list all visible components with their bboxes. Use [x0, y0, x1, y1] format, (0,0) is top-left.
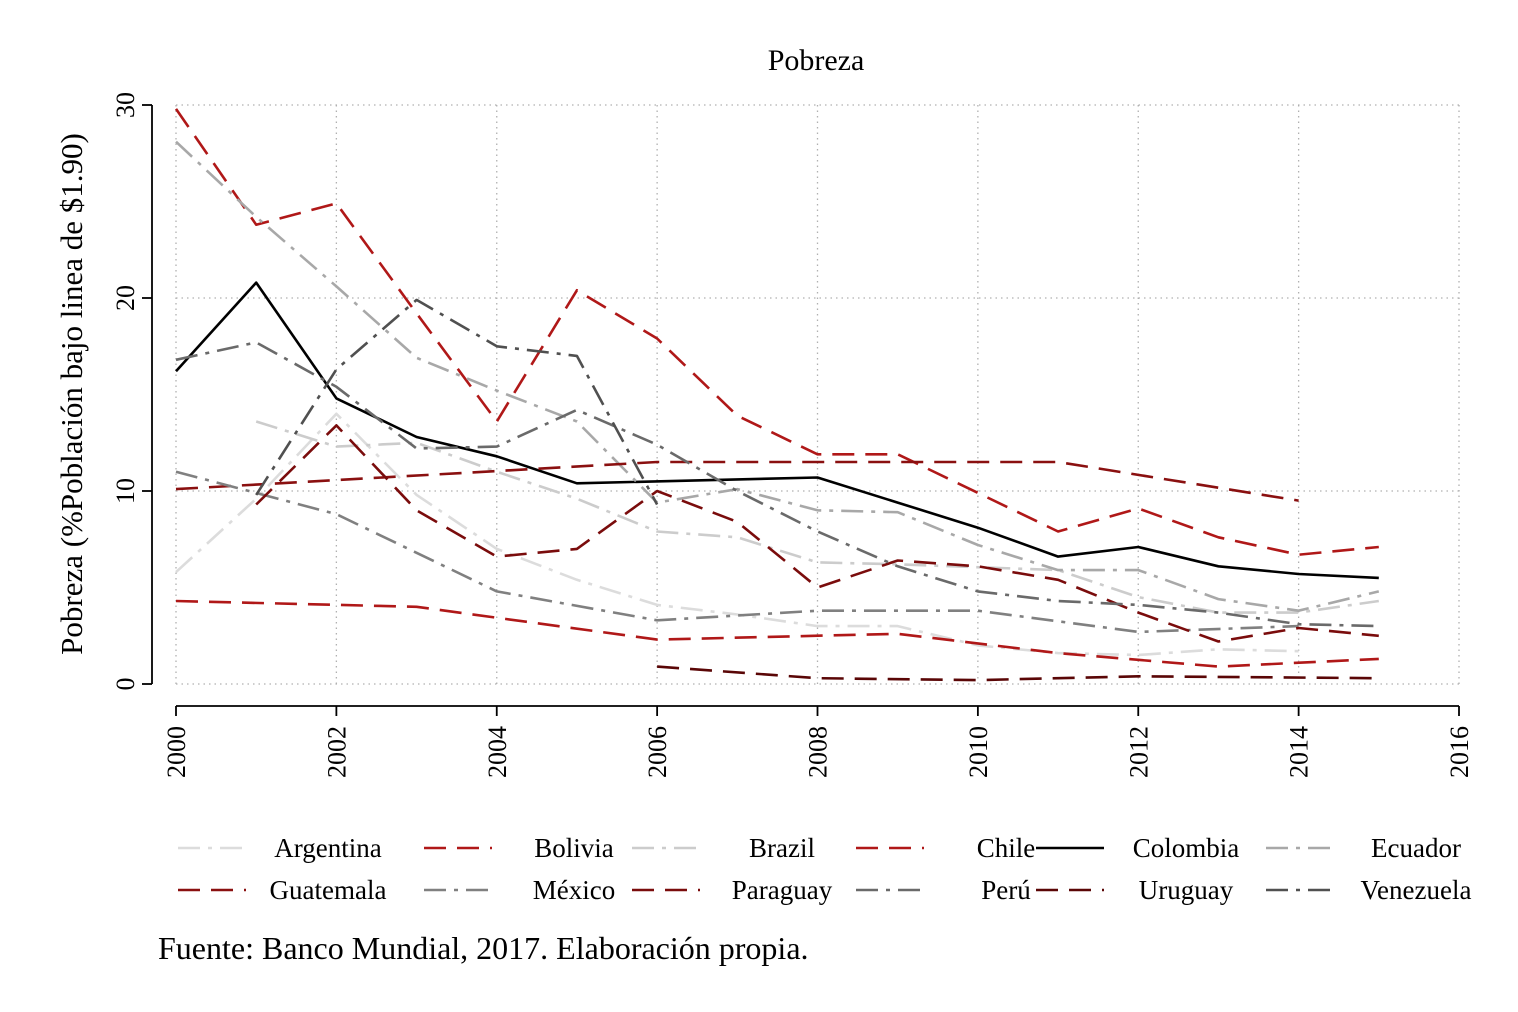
x-tick-label: 2000	[162, 726, 191, 778]
legend-label-guatemala: Guatemala	[270, 875, 387, 905]
y-axis-label: Pobreza (%Población bajo linea de $1.90)	[54, 133, 89, 655]
x-tick-label: 2002	[322, 726, 351, 778]
legend-label-paraguay: Paraguay	[732, 875, 833, 905]
x-tick-label: 2012	[1124, 726, 1153, 778]
x-tick-label: 2006	[643, 726, 672, 778]
x-tick-label: 2004	[483, 726, 512, 778]
series-line-guatemala	[175, 460, 1299, 502]
legend-label-ecuador: Ecuador	[1371, 833, 1461, 863]
legend: Argentina Bolivia Brazil Chile Colombia Ecuad…	[178, 833, 1471, 905]
legend-label-argentina: Argentina	[274, 833, 381, 863]
y-tick-label: 0	[111, 678, 140, 691]
legend-label-brazil: Brazil	[749, 833, 815, 863]
legend-label-peru: Perú	[981, 875, 1031, 905]
axes: 0 10 20 30 2000 2002 2004 2006 2008 2010 2012 2014 2…	[111, 92, 1474, 778]
y-tick-label: 30	[111, 92, 140, 118]
series-line-peru	[175, 341, 1379, 628]
y-tick-label: 10	[111, 478, 140, 504]
y-tick-label: 20	[111, 285, 140, 311]
series-line-mexico	[175, 470, 1299, 634]
x-tick-label: 2010	[964, 726, 993, 778]
series-line-colombia	[175, 281, 1379, 580]
x-tick-label: 2016	[1445, 726, 1474, 778]
series-line-ecuador	[175, 140, 1380, 613]
legend-label-uruguay: Uruguay	[1139, 875, 1234, 905]
source-note: Fuente: Banco Mundial, 2017. Elaboración…	[158, 930, 809, 966]
series-line-bolivia	[174, 108, 1379, 557]
series-line-venezuela	[255, 298, 659, 506]
series-lines	[174, 108, 1380, 682]
legend-label-colombia: Colombia	[1133, 833, 1240, 863]
chart-title: Pobreza	[768, 44, 865, 77]
legend-label-chile: Chile	[977, 833, 1036, 863]
series-line-chile	[175, 599, 1379, 668]
legend-label-mexico: México	[533, 875, 615, 905]
gridlines	[175, 104, 1460, 685]
series-line-uruguay	[657, 665, 1379, 682]
x-tick-label: 2008	[804, 726, 833, 778]
x-tick-label: 2014	[1285, 726, 1314, 778]
legend-label-venezuela: Venezuela	[1361, 875, 1472, 905]
legend-label-bolivia: Bolivia	[534, 833, 614, 863]
series-line-argentina	[175, 412, 1299, 657]
